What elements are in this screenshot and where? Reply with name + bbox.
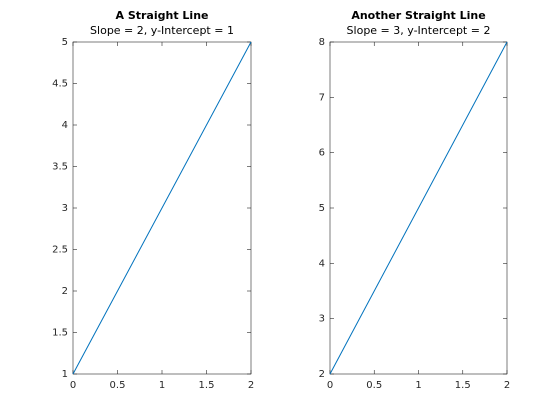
x-tick-label: 1 <box>159 380 165 391</box>
data-line <box>329 41 508 375</box>
y-tick-label: 3 <box>319 314 325 325</box>
x-tick-label: 1 <box>415 380 421 391</box>
data-line <box>72 41 252 375</box>
x-tick-label: 1.5 <box>455 380 471 391</box>
x-tick-label: 2 <box>504 380 510 391</box>
y-tick-label: 4.5 <box>52 79 68 90</box>
x-tick-label: 1.5 <box>199 380 215 391</box>
x-tick-label: 0.5 <box>366 380 382 391</box>
chart-title: Another Straight Line <box>351 9 485 22</box>
y-tick-label: 4 <box>319 258 325 269</box>
x-tick-label: 2 <box>248 380 254 391</box>
x-tick-label: 0.5 <box>110 380 126 391</box>
y-tick-label: 2.5 <box>52 245 68 256</box>
x-tick-label: 0 <box>70 380 76 391</box>
y-tick-label: 1.5 <box>52 328 68 339</box>
y-tick-label: 2 <box>319 369 325 380</box>
y-tick-label: 3 <box>62 203 68 214</box>
y-tick-label: 4 <box>62 120 68 131</box>
chart-subtitle: Slope = 3, y-Intercept = 2 <box>347 24 491 37</box>
y-tick-label: 8 <box>319 37 325 48</box>
y-tick-label: 6 <box>319 148 325 159</box>
y-tick-label: 2 <box>62 286 68 297</box>
y-tick-label: 3.5 <box>52 162 68 173</box>
x-tick-label: 0 <box>327 380 333 391</box>
y-tick-label: 1 <box>62 369 68 380</box>
y-tick-label: 7 <box>319 92 325 103</box>
chart-subtitle: Slope = 2, y-Intercept = 1 <box>90 24 234 37</box>
y-tick-label: 5 <box>319 203 325 214</box>
chart-title: A Straight Line <box>115 9 208 22</box>
y-tick-label: 5 <box>62 37 68 48</box>
